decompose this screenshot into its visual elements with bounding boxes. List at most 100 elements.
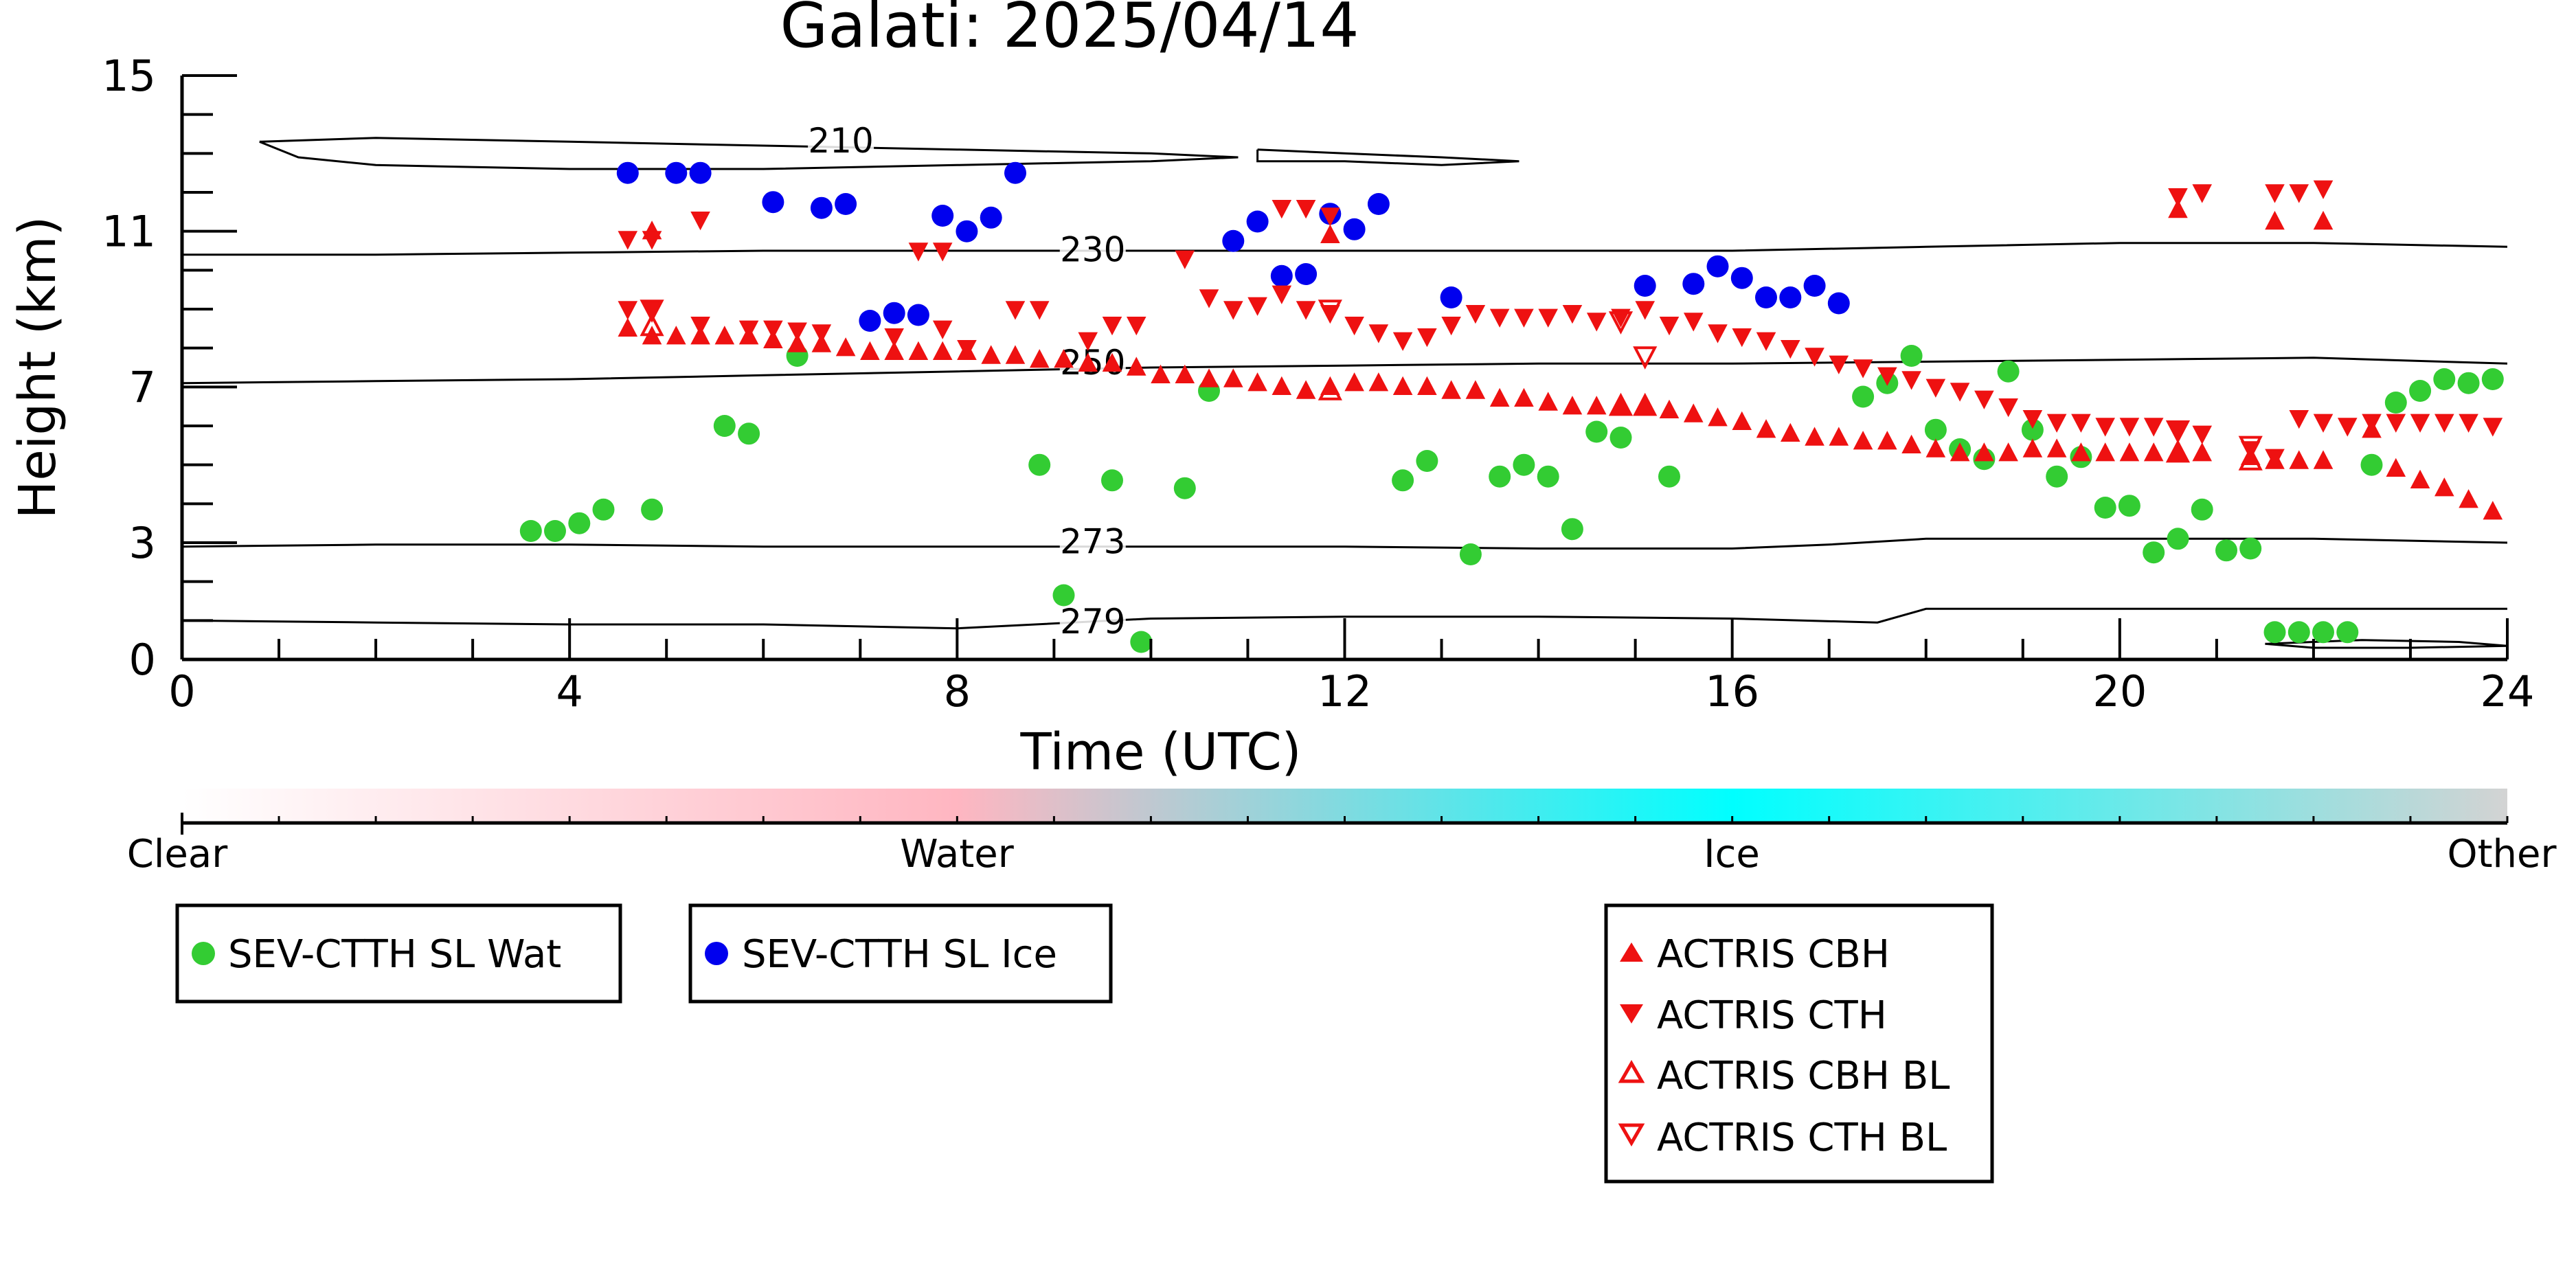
- data-point: [1247, 297, 1267, 316]
- data-point: [1586, 313, 1607, 332]
- data-point: [1272, 376, 1292, 396]
- data-point: [884, 341, 904, 361]
- y-tick-label: 3: [129, 518, 156, 568]
- data-point: [2336, 621, 2359, 644]
- data-point: [1151, 364, 1171, 384]
- data-point: [1416, 450, 1438, 472]
- data-point: [1513, 453, 1535, 476]
- data-point: [1175, 364, 1195, 384]
- data-point: [1344, 316, 1364, 336]
- data-point: [689, 161, 712, 184]
- contour-label: 230: [1060, 230, 1125, 270]
- data-point: [1392, 332, 1413, 351]
- legend-cth-label: ACTRIS CTH: [1657, 993, 1887, 1038]
- data-point: [665, 161, 688, 184]
- data-point: [956, 220, 978, 242]
- data-point: [1272, 285, 1292, 304]
- data-point: [1441, 380, 1461, 399]
- data-point: [640, 313, 664, 337]
- data-point: [1900, 345, 1923, 367]
- data-point: [1126, 316, 1146, 336]
- data-point: [1756, 332, 1776, 351]
- data-point: [1344, 372, 1364, 392]
- data-point: [2384, 392, 2407, 414]
- data-point: [2409, 380, 2432, 402]
- contour-line: [182, 357, 2507, 385]
- data-point: [1706, 255, 1729, 278]
- data-point: [1586, 396, 1607, 415]
- legend-cbh-marker: [1620, 942, 1643, 962]
- data-point: [1780, 339, 1800, 359]
- x-tick-label: 4: [556, 666, 583, 716]
- contour-label-bg: [1059, 234, 1126, 266]
- data-point: [1538, 308, 1558, 328]
- data-point: [1222, 229, 1245, 252]
- data-point: [2143, 418, 2164, 437]
- data-point: [1101, 469, 1123, 492]
- legend-wat: SEV-CTTH SL Wat: [175, 903, 622, 1004]
- data-point: [2337, 418, 2358, 437]
- data-point: [2168, 199, 2188, 218]
- data-point: [2410, 469, 2430, 489]
- x-tick-label: 8: [944, 666, 971, 716]
- plot-axes: 0 4 8 12 16 20 24 0 3 7 11 15: [102, 51, 2534, 716]
- temperature-contours: 210230250273279: [182, 121, 2507, 649]
- data-point: [1126, 357, 1146, 376]
- data-point: [2238, 447, 2263, 471]
- data-point: [1029, 349, 1050, 368]
- data-point: [2483, 418, 2503, 437]
- data-point: [1901, 434, 1921, 454]
- data-point: [1538, 392, 1558, 411]
- x-tick-label: 20: [2092, 666, 2147, 716]
- data-point: [2360, 453, 2383, 476]
- data-point: [2046, 465, 2068, 488]
- data-point: [2165, 420, 2191, 444]
- data-point: [1829, 427, 1849, 446]
- data-point: [1489, 308, 1510, 328]
- data-point: [1998, 442, 2018, 462]
- data-point: [1029, 301, 1050, 320]
- data-point: [2022, 438, 2043, 457]
- data-point: [1659, 399, 1680, 419]
- data-point: [2312, 621, 2334, 644]
- data-point: [2289, 184, 2309, 203]
- data-point: [1247, 372, 1267, 392]
- colorbar-label-clear: Clear: [127, 832, 228, 877]
- data-point: [2192, 184, 2213, 203]
- x-tick-label: 24: [2481, 666, 2535, 716]
- data-point: [1320, 224, 1340, 244]
- data-point: [1417, 328, 1437, 348]
- data-point: [1805, 427, 1824, 446]
- data-point: [811, 324, 832, 343]
- data-point: [1659, 316, 1680, 336]
- colorbar-label-ice: Ice: [1704, 832, 1760, 877]
- data-point: [738, 422, 760, 445]
- data-point: [1852, 385, 1875, 408]
- data-point: [544, 520, 566, 542]
- data-point: [2238, 436, 2263, 460]
- data-point: [1827, 292, 1850, 315]
- data-point: [1974, 390, 1994, 409]
- data-point: [835, 193, 857, 215]
- data-point: [932, 320, 953, 339]
- contour-line: [1256, 148, 1519, 166]
- data-point: [1199, 289, 1219, 308]
- data-point: [642, 301, 662, 320]
- data-point: [1270, 264, 1293, 287]
- x-axis-label: Time (UTC): [1019, 723, 1301, 782]
- data-point: [690, 316, 710, 336]
- data-point: [738, 320, 759, 339]
- data-point: [2265, 184, 2285, 203]
- data-point: [1246, 210, 1269, 233]
- data-point: [1028, 453, 1051, 476]
- data-point: [1562, 396, 1583, 415]
- data-point: [1102, 316, 1122, 336]
- data-point: [1459, 543, 1482, 565]
- data-point: [2119, 442, 2140, 462]
- data-point: [1537, 465, 1559, 488]
- data-point: [2143, 541, 2165, 564]
- data-point: [2192, 425, 2213, 444]
- legend-wat-marker: [192, 942, 215, 965]
- data-point: [2168, 188, 2188, 207]
